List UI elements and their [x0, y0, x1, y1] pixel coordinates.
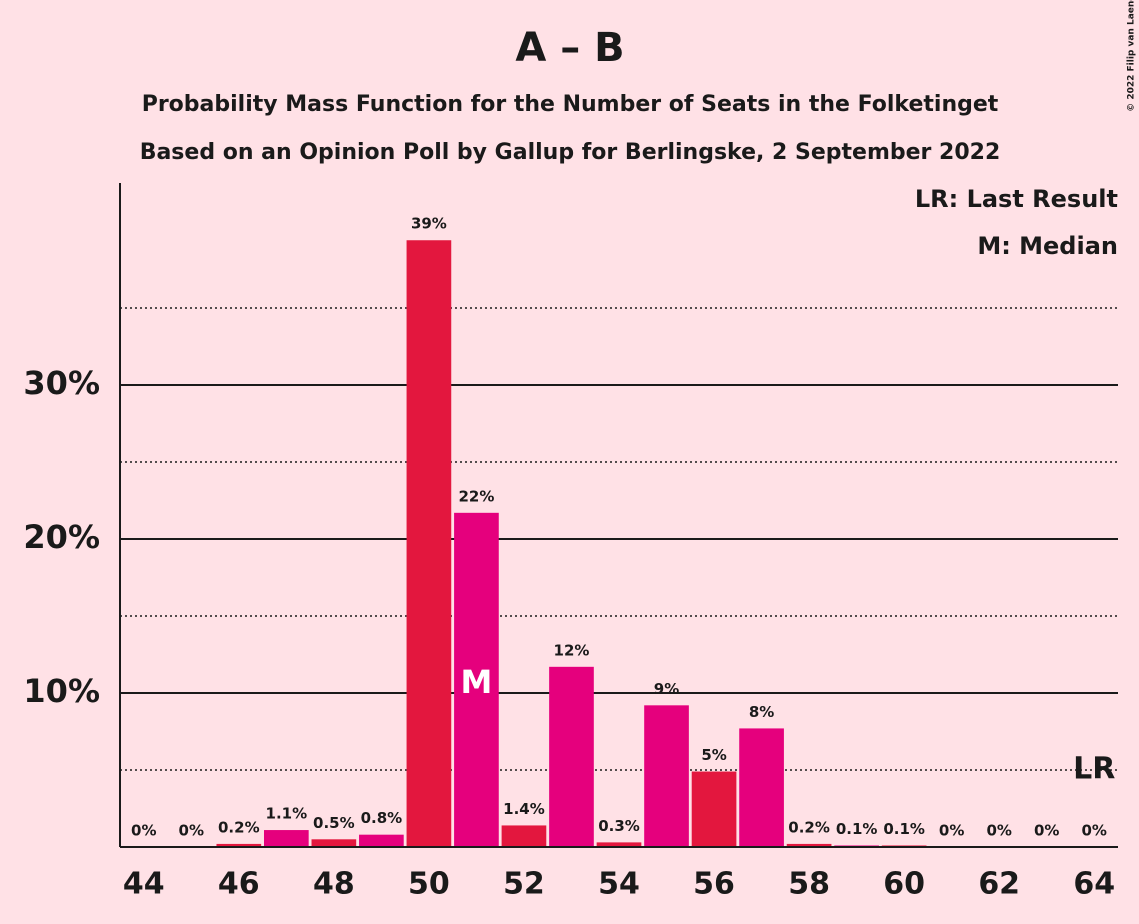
x-tick-label: 52 [503, 867, 545, 902]
x-tick-label: 56 [693, 867, 735, 902]
value-label: 0% [131, 822, 156, 840]
value-label: 0.1% [883, 820, 925, 838]
bar [549, 666, 594, 847]
value-label: 8% [749, 703, 774, 721]
x-tick-label: 62 [978, 867, 1020, 902]
value-label: 1.4% [503, 800, 545, 818]
x-tick-label: 54 [598, 867, 640, 902]
x-tick-label: 64 [1073, 867, 1115, 902]
bar [216, 843, 262, 847]
value-label: 5% [701, 746, 726, 764]
bar [454, 512, 499, 847]
last-result-marker: LR [1073, 752, 1115, 787]
value-label: 0% [1034, 822, 1059, 840]
y-tick-label: 20% [23, 518, 100, 556]
legend-entry: LR: Last Result [915, 185, 1118, 213]
x-tick-label: 48 [313, 867, 355, 902]
bar [739, 728, 784, 847]
value-label: 0% [986, 822, 1011, 840]
bar [691, 771, 737, 847]
bar [644, 705, 689, 847]
x-tick-label: 58 [788, 867, 830, 902]
value-label: 0% [939, 822, 964, 840]
value-label: 0% [179, 822, 204, 840]
value-label: 9% [654, 680, 679, 698]
legend-entry: M: Median [977, 232, 1118, 260]
value-label: 0.2% [788, 818, 830, 836]
bar [596, 842, 642, 847]
chart-subtitle: Based on an Opinion Poll by Gallup for B… [140, 140, 1001, 165]
bar [359, 834, 404, 847]
x-tick-label: 46 [218, 867, 260, 902]
chart-subtitle: Probability Mass Function for the Number… [142, 92, 999, 117]
bar [501, 825, 547, 847]
median-marker: M [461, 663, 493, 701]
copyright: © 2022 Filip van Laenen [1127, 0, 1137, 112]
value-label: 0.1% [836, 820, 878, 838]
x-tick-label: 60 [883, 867, 925, 902]
value-label: 39% [411, 215, 447, 233]
value-label: 1.1% [266, 805, 308, 823]
bar [311, 839, 357, 847]
bar [786, 843, 832, 847]
bar [263, 830, 309, 847]
value-label: 0.8% [361, 809, 403, 827]
value-label: 12% [554, 641, 590, 659]
x-tick-label: 50 [408, 867, 450, 902]
x-tick-label: 44 [123, 867, 165, 902]
value-label: 0.3% [598, 817, 640, 835]
y-tick-label: 10% [23, 672, 100, 710]
chart-title: A – B [515, 25, 624, 71]
value-label: 22% [458, 487, 494, 505]
y-tick-label: 30% [23, 364, 100, 402]
plot-area: 10% 20% 30% 44 46 48 50 52 54 56 58 60 62 64 0% 0% 0.2% 1… [23, 183, 1118, 902]
value-label: 0% [1082, 822, 1107, 840]
value-label: 0.2% [218, 818, 260, 836]
value-label: 0.5% [313, 814, 355, 832]
bar [406, 240, 452, 848]
